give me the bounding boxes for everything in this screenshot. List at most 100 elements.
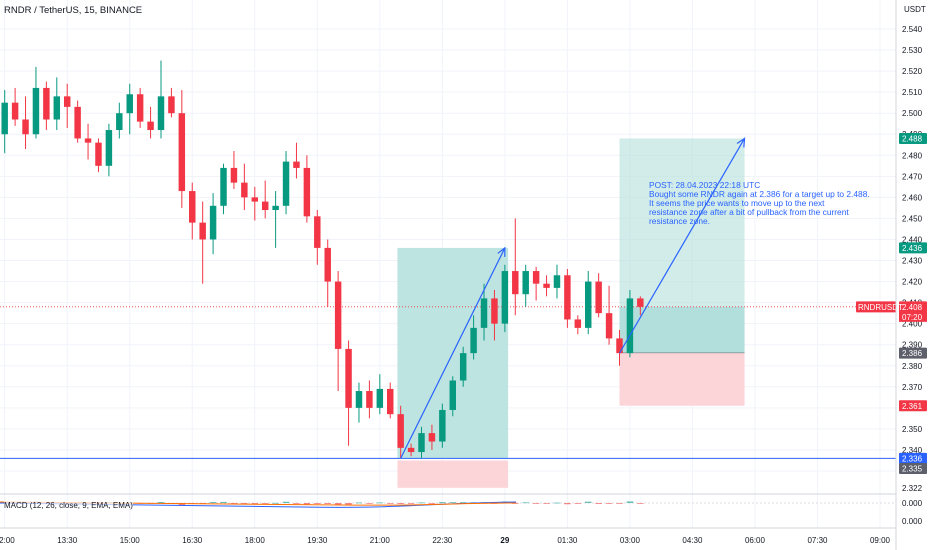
macd-histogram-bar xyxy=(251,503,259,504)
candle-body xyxy=(428,433,436,442)
price-badge-label: 2.335 xyxy=(902,464,923,473)
candle-body xyxy=(397,414,404,448)
price-badge xyxy=(899,462,927,474)
candle-body xyxy=(637,298,644,307)
macd-tick-label: 0.000 xyxy=(902,499,923,508)
price-badge-label: 2.361 xyxy=(902,402,923,411)
macd-histogram-bar xyxy=(282,501,290,503)
candle-body xyxy=(324,247,331,282)
chart-title: RNDR / TetherUS, 15, BINANCE xyxy=(4,5,143,16)
candle-body xyxy=(584,281,592,328)
macd-histogram-bar xyxy=(553,502,561,504)
trend-arrow-1 xyxy=(400,247,506,459)
price-badge-label: 2.386 xyxy=(902,349,923,358)
price-badge xyxy=(899,132,927,144)
candle-body xyxy=(84,138,92,143)
time-tick-label: 04:30 xyxy=(682,536,703,545)
price-tick-label: 2.500 xyxy=(902,109,923,118)
candle-body xyxy=(157,96,165,131)
price-tick-label: 2.540 xyxy=(902,25,923,34)
price-badge xyxy=(899,452,927,464)
candle-body xyxy=(1,102,8,135)
time-axis[interactable]: 12:00 13:30 15:00 16:30 18:00 19:30 21:00 22:30… xyxy=(0,0,897,550)
annotation-line: resistance zone after a bit of pullback … xyxy=(649,207,849,217)
time-tick-label: 18:00 xyxy=(245,536,266,545)
macd-histogram-bar xyxy=(449,502,456,503)
price-tick-label: 2.530 xyxy=(902,46,923,55)
macd-histogram-bar xyxy=(355,502,363,504)
candle-body xyxy=(345,348,352,408)
price-tick-label: 2.440 xyxy=(902,235,923,244)
candle-body xyxy=(501,271,509,324)
macd-histogram-bar xyxy=(439,502,446,503)
macd-histogram-bar xyxy=(584,501,592,503)
candle-body xyxy=(168,96,175,114)
candle-body xyxy=(626,298,634,354)
candle-body xyxy=(470,327,477,354)
price-tick-label: 2.380 xyxy=(902,362,923,371)
candle-body xyxy=(439,409,446,442)
price-tick-label: 2.390 xyxy=(902,341,923,350)
time-tick-label: 19:30 xyxy=(307,536,328,545)
macd-indicator-label[interactable]: MACD (12, 26, close, 9, EMA, EMA) xyxy=(4,501,133,510)
macd-histogram-bar xyxy=(303,503,311,505)
candle-body xyxy=(105,130,113,166)
price-tick-label: 2.520 xyxy=(902,67,923,76)
macd-histogram-bar xyxy=(428,503,436,504)
macd-histogram-bar xyxy=(637,503,644,504)
candle-body xyxy=(199,222,206,240)
candle-body xyxy=(564,275,571,320)
macd-histogram-bar xyxy=(397,503,404,504)
chart-grid xyxy=(0,0,896,528)
price-tick-label: 2.340 xyxy=(902,446,923,455)
loss-zone-1 xyxy=(397,460,509,488)
candle-body xyxy=(241,182,248,198)
price-tick-label: 2.450 xyxy=(902,214,923,223)
time-tick-label: 12:00 xyxy=(0,536,15,545)
symbol-badge-label: RNDRUSDT xyxy=(858,303,903,312)
annotation-line: It seems the price wants to move up to t… xyxy=(649,198,825,208)
candle-body xyxy=(282,161,290,206)
candlestick-series xyxy=(1,60,644,459)
time-tick-label: 22:30 xyxy=(432,536,453,545)
macd-histogram-bar xyxy=(407,503,415,504)
candle-body xyxy=(95,142,102,166)
candle-body xyxy=(251,197,259,202)
candle-body xyxy=(595,281,602,314)
price-unit-label: USDT xyxy=(904,5,926,14)
candle-body xyxy=(334,281,342,349)
macd-histogram-bar xyxy=(272,502,279,504)
price-axis[interactable]: 2.5402.5302.5202.5102.5002.4902.4802.470… xyxy=(902,25,923,526)
candle-body xyxy=(491,298,498,324)
price-badge-label: 2.436 xyxy=(902,244,923,253)
annotation-line: POST: 28.04.2023 22:18 UTC xyxy=(649,180,760,190)
candle-body xyxy=(355,391,363,408)
macd-tick-label: 0.000 xyxy=(902,517,923,526)
annotation-line: Bought some RNDR again at 2.386 for a ta… xyxy=(649,189,870,199)
profit-zone-2-filled xyxy=(619,306,745,354)
macd-histogram-bar xyxy=(532,503,540,504)
candle-body xyxy=(553,275,561,288)
macd-histogram-bar xyxy=(209,502,217,503)
macd-histogram-bar xyxy=(314,503,321,504)
macd-histogram-bar xyxy=(376,502,384,504)
price-tick-label: 2.430 xyxy=(902,257,923,266)
time-tick-label: 03:00 xyxy=(620,536,641,545)
price-tick-label: 2.350 xyxy=(902,425,923,434)
candle-body xyxy=(574,319,582,328)
horizontal-lines xyxy=(0,306,896,459)
candle-body xyxy=(209,205,217,240)
macd-histogram-bar xyxy=(626,501,634,503)
price-badge-label: 2.336 xyxy=(902,454,923,463)
candle-body xyxy=(178,113,186,192)
price-tick-label: 2.510 xyxy=(902,88,923,97)
loss-zone-2 xyxy=(619,353,745,406)
macd-histogram-bar xyxy=(334,503,342,505)
price-tick-label: 2.370 xyxy=(902,383,923,392)
candle-body xyxy=(272,205,279,211)
macd-histogram-bar xyxy=(605,503,613,504)
macd-histogram-bar xyxy=(459,502,467,504)
macd-histogram-bar xyxy=(293,503,300,504)
